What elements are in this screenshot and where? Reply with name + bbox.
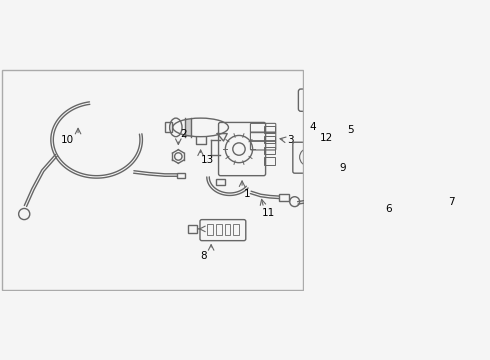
- Bar: [216, 224, 221, 235]
- Text: 7: 7: [448, 197, 455, 207]
- Text: 4: 4: [310, 122, 317, 132]
- Bar: [279, 194, 289, 201]
- Text: 12: 12: [319, 133, 333, 143]
- Bar: [233, 224, 239, 235]
- Bar: [264, 157, 275, 165]
- Text: 10: 10: [61, 135, 74, 145]
- Text: 9: 9: [340, 163, 346, 173]
- Bar: [177, 172, 185, 177]
- Bar: [264, 147, 275, 154]
- Bar: [225, 224, 230, 235]
- Bar: [264, 126, 275, 133]
- Text: 8: 8: [200, 251, 207, 261]
- Text: 5: 5: [347, 125, 354, 135]
- Bar: [188, 225, 197, 233]
- Bar: [264, 136, 275, 144]
- Bar: [216, 179, 225, 185]
- Text: 1: 1: [244, 189, 250, 199]
- Text: 6: 6: [385, 204, 392, 214]
- Text: 3: 3: [288, 135, 294, 145]
- Bar: [165, 122, 172, 132]
- Text: 2: 2: [180, 129, 187, 139]
- Bar: [207, 224, 213, 235]
- Text: 11: 11: [262, 208, 275, 219]
- Text: 13: 13: [201, 155, 214, 165]
